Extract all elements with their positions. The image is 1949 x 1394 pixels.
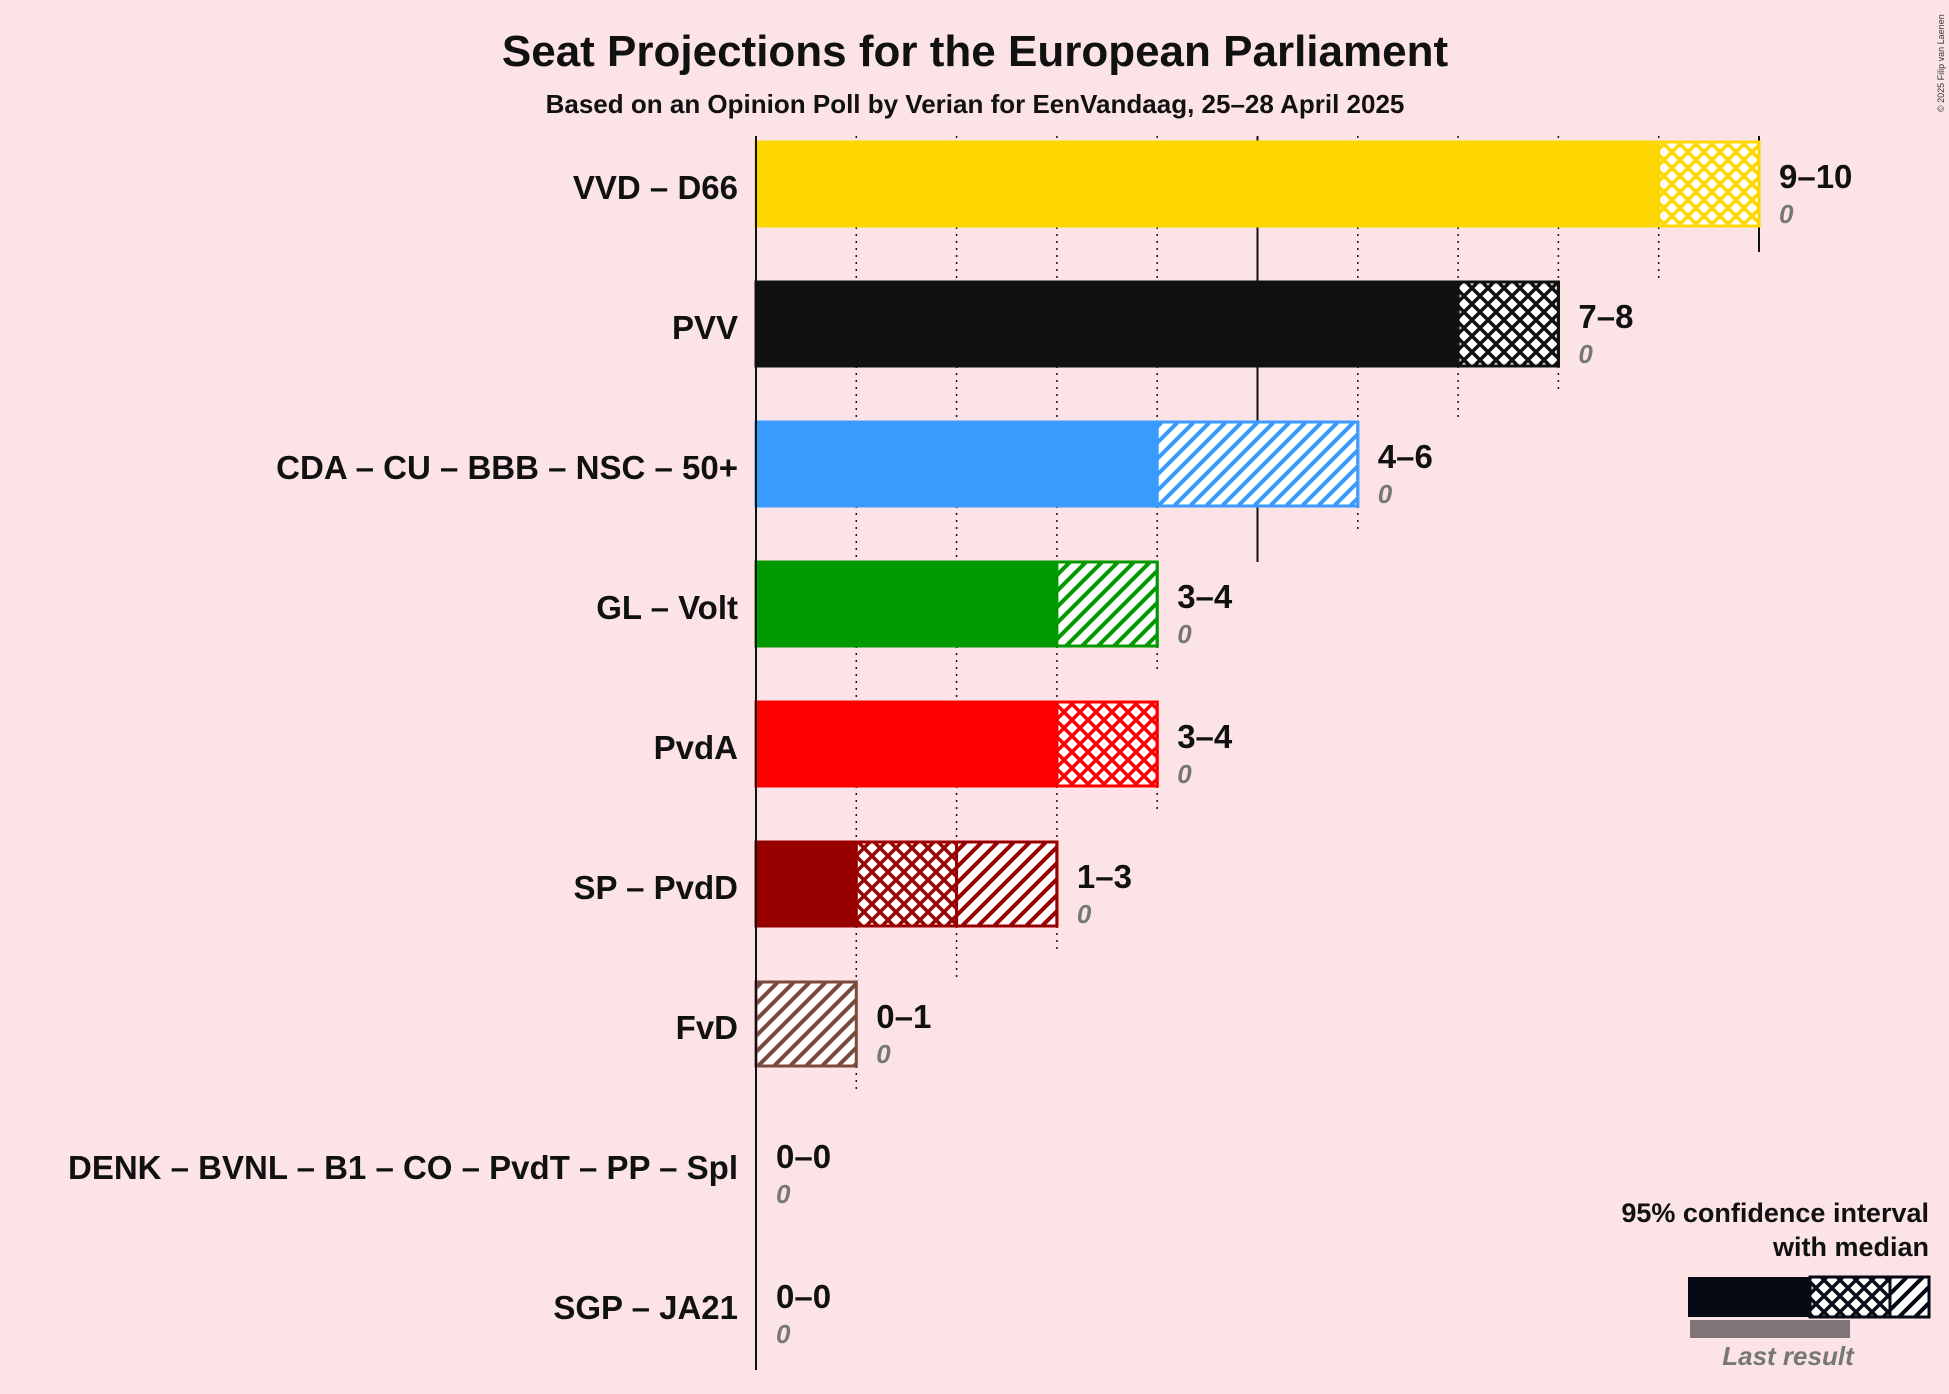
- bar-solid: [756, 842, 857, 926]
- bar-solid: [756, 282, 1459, 366]
- party-label: VVD – D66: [573, 169, 738, 206]
- bar-solid: [756, 562, 1057, 646]
- party-label: SP – PvdD: [574, 869, 738, 906]
- party-row-denk-bvnl-b1-co-pvdt-pp-spl: DENK – BVNL – B1 – CO – PvdT – PP – Spl 0…: [68, 1138, 831, 1209]
- party-label: SGP – JA21: [553, 1289, 738, 1326]
- legend-title-line1: 95% confidence interval: [1621, 1198, 1929, 1228]
- legend: 95% confidence interval with median Last…: [1621, 1198, 1931, 1371]
- legend-cross-swatch: [1808, 1275, 1892, 1319]
- last-result-label: 0: [1578, 339, 1593, 369]
- last-result-label: 0: [876, 1039, 891, 1069]
- party-row-sp-pvdd: SP – PvdD 1–3 0: [574, 840, 1132, 929]
- party-row-sgp-ja21: SGP – JA21 0–0 0: [553, 1278, 831, 1349]
- last-result-label: 0: [776, 1179, 791, 1209]
- bar-upper: [1657, 140, 1761, 228]
- bar-upper: [1055, 560, 1159, 648]
- legend-diag-swatch: [1888, 1275, 1931, 1319]
- bar-upper: [955, 840, 1059, 928]
- party-label: GL – Volt: [596, 589, 738, 626]
- party-label: PVV: [672, 309, 738, 346]
- party-row-pvv: PVV 7–8 0: [672, 280, 1633, 369]
- range-label: 7–8: [1578, 298, 1633, 335]
- party-label: CDA – CU – BBB – NSC – 50+: [276, 449, 738, 486]
- last-result-label: 0: [1177, 619, 1192, 649]
- bar-upper: [754, 980, 858, 1068]
- party-row-fvd: FvD 0–1 0: [676, 980, 931, 1069]
- legend-title-line2: with median: [1772, 1232, 1929, 1262]
- party-label: FvD: [676, 1009, 738, 1046]
- legend-solid-swatch: [1688, 1277, 1810, 1317]
- range-label: 3–4: [1177, 578, 1233, 615]
- last-result-label: 0: [1177, 759, 1192, 789]
- bar-solid: [756, 702, 1057, 786]
- party-row-gl-volt: GL – Volt 3–4 0: [596, 560, 1233, 649]
- legend-last-result-label: Last result: [1722, 1341, 1855, 1371]
- party-label: DENK – BVNL – B1 – CO – PvdT – PP – Spl: [68, 1149, 738, 1186]
- last-result-label: 0: [776, 1319, 791, 1349]
- bar-cross: [854, 840, 959, 928]
- range-label: 1–3: [1077, 858, 1132, 895]
- range-label: 9–10: [1779, 158, 1852, 195]
- party-row-pvda: PvdA 3–4 0: [654, 700, 1233, 789]
- party-row-vvd-d66: VVD – D66 9–10 0: [573, 140, 1852, 229]
- last-result-label: 0: [1779, 199, 1794, 229]
- last-result-label: 0: [1378, 479, 1393, 509]
- range-label: 0–1: [876, 998, 931, 1035]
- chart-title: Seat Projections for the European Parlia…: [502, 27, 1449, 76]
- bar-solid: [756, 142, 1659, 226]
- bar-upper: [1155, 420, 1360, 508]
- copyright-note: © 2025 Filip van Laenen: [1936, 14, 1946, 112]
- last-result-label: 0: [1077, 899, 1092, 929]
- legend-last-result-swatch: [1690, 1320, 1850, 1338]
- range-label: 3–4: [1177, 718, 1233, 755]
- bar-solid: [756, 422, 1158, 506]
- bar-upper: [1456, 280, 1560, 368]
- range-label: 0–0: [776, 1278, 831, 1315]
- party-row-cda-cu-bbb-nsc-50: CDA – CU – BBB – NSC – 50+ 4–6 0: [276, 420, 1433, 509]
- range-label: 4–6: [1378, 438, 1433, 475]
- range-label: 0–0: [776, 1138, 831, 1175]
- bar-upper: [1055, 700, 1159, 788]
- party-label: PvdA: [654, 729, 738, 766]
- chart-subtitle: Based on an Opinion Poll by Verian for E…: [546, 89, 1405, 119]
